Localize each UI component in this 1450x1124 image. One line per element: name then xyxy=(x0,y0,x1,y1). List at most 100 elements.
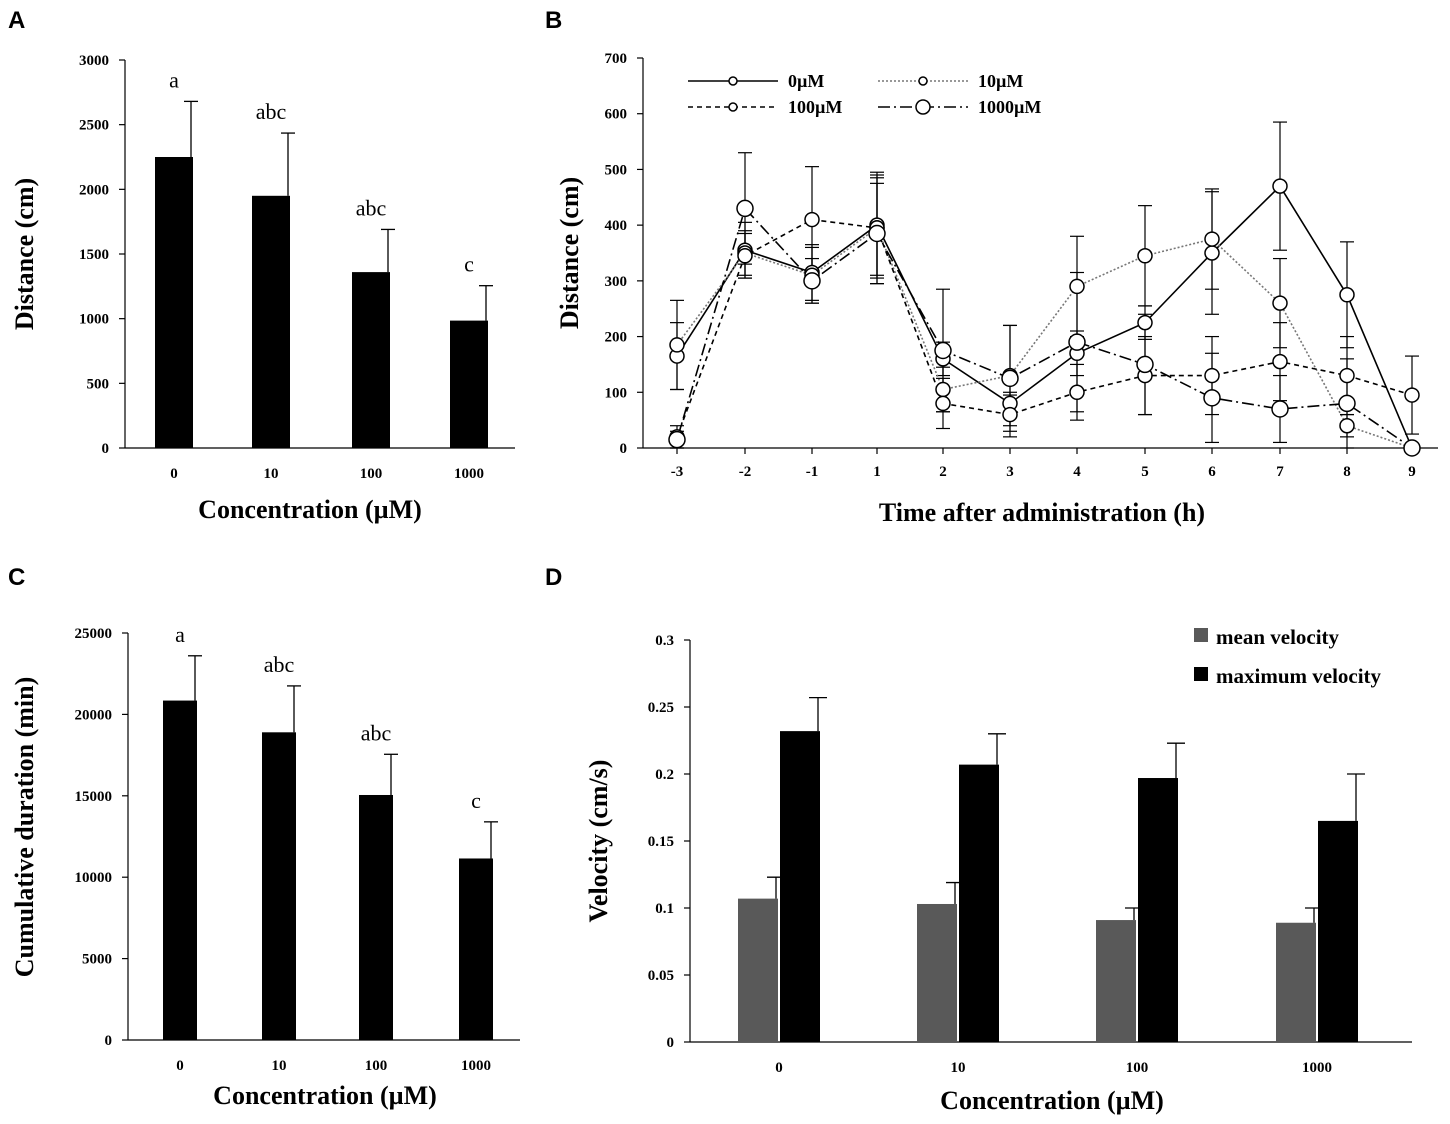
c-y-tick-label-3: 15000 xyxy=(75,789,113,805)
b-point-0um-6 xyxy=(1204,245,1220,261)
b-point-100um-4 xyxy=(1069,384,1085,401)
a-y-tick-label-0: 0 xyxy=(102,441,110,457)
a-sig-label-100: abc xyxy=(356,195,387,220)
legend-1000um-marker xyxy=(915,99,931,115)
d-bar-max-100 xyxy=(1138,778,1178,1042)
b-x-tick-label-9: 7 xyxy=(1276,464,1284,480)
legend-0um-label: 0µM xyxy=(788,71,824,91)
c-sig-label-10: abc xyxy=(264,652,295,677)
a-x-tick-label-10: 10 xyxy=(264,466,279,482)
panel-letter-a: A xyxy=(8,7,25,34)
d-y-axis-title: Velocity (cm/s) xyxy=(584,760,613,923)
b-point-100um-3 xyxy=(1002,406,1018,423)
b-point-100um--1 xyxy=(804,211,820,228)
c-x-tick-label-1000: 1000 xyxy=(461,1058,491,1074)
b-legend: 0µM 10µM 100µM 1000µM xyxy=(688,71,1041,117)
b-point-1000um-2 xyxy=(934,341,952,360)
c-y-tick-label-4: 20000 xyxy=(75,707,113,723)
legend-100um-marker xyxy=(728,102,738,112)
a-bar-1000 xyxy=(450,320,488,448)
c-bar-0 xyxy=(163,700,197,1040)
chart-d-velocity: Velocity (cm/s) Concentration (µM) mean … xyxy=(584,625,1412,1115)
legend-10um-label: 10µM xyxy=(978,71,1023,91)
b-point-1000um-8 xyxy=(1338,394,1356,413)
b-point-100um-8 xyxy=(1339,367,1355,384)
panel-letter-c: C xyxy=(8,564,25,591)
b-point-10um-8 xyxy=(1339,417,1355,434)
b-point-10um-6 xyxy=(1204,231,1220,247)
b-x-tick-label-10: 8 xyxy=(1343,464,1351,480)
a-bar-100 xyxy=(352,272,390,448)
b-series-line-100um xyxy=(676,218,1413,438)
b-point-1000um-1 xyxy=(868,224,886,243)
b-point-10um-5 xyxy=(1137,248,1153,264)
b-point-10um-2 xyxy=(935,381,951,398)
d-y-tick-label-3: 0.15 xyxy=(648,834,674,850)
d-bar-max-10 xyxy=(959,764,999,1042)
a-y-tick-label-6: 3000 xyxy=(79,53,109,69)
b-point-1000um-4 xyxy=(1068,333,1086,351)
a-y-tick-label-5: 2500 xyxy=(79,118,109,134)
legend-10um-marker xyxy=(918,76,928,86)
b-point-100um-7 xyxy=(1272,353,1288,370)
b-x-tick-label-0: -3 xyxy=(671,464,684,480)
a-y-tick-label-3: 1500 xyxy=(79,247,109,263)
b-x-tick-label-8: 6 xyxy=(1208,464,1216,480)
chart-b-time-course: Distance (cm) Time after administration … xyxy=(555,51,1438,527)
b-point-10um-7 xyxy=(1272,295,1288,311)
legend-mean-velocity-label: mean velocity xyxy=(1216,625,1340,649)
c-x-tick-label-10: 10 xyxy=(272,1058,287,1074)
d-x-tick-label-10: 10 xyxy=(951,1060,966,1076)
d-x-tick-label-1000: 1000 xyxy=(1302,1060,1332,1076)
c-x-tick-label-100: 100 xyxy=(365,1058,388,1074)
b-x-tick-label-11: 9 xyxy=(1408,464,1416,480)
c-x-axis-title: Concentration (µM) xyxy=(213,1081,437,1110)
d-x-tick-label-0: 0 xyxy=(775,1060,783,1076)
chart-c-duration: Cumulative duration (min) Concentration … xyxy=(10,622,520,1110)
c-y-tick-label-1: 5000 xyxy=(82,952,112,968)
a-y-tick-label-2: 1000 xyxy=(79,312,109,328)
b-point-100um--2 xyxy=(737,248,753,264)
legend-maximum-velocity-label: maximum velocity xyxy=(1216,664,1382,688)
b-point-1000um--1 xyxy=(803,272,821,290)
b-series-line-10um xyxy=(676,226,1413,449)
a-bar-0 xyxy=(155,157,193,448)
panel-letter-b: B xyxy=(545,7,562,34)
a-y-axis-title: Distance (cm) xyxy=(10,178,39,330)
a-y-tick-label-4: 2000 xyxy=(79,182,109,198)
c-sig-label-0: a xyxy=(175,622,185,647)
b-x-tick-label-5: 3 xyxy=(1006,464,1014,480)
c-bar-100 xyxy=(359,794,393,1040)
d-bar-max-0 xyxy=(780,731,820,1042)
b-point-1000um--2 xyxy=(736,199,754,218)
c-y-tick-label-5: 25000 xyxy=(75,626,113,642)
b-series-line-0um xyxy=(676,184,1413,449)
a-sig-label-0: a xyxy=(169,67,179,92)
b-y-tick-label-7: 700 xyxy=(605,51,628,67)
b-x-axis-title: Time after administration (h) xyxy=(879,498,1205,527)
c-bar-10 xyxy=(262,732,296,1040)
b-x-tick-label-1: -2 xyxy=(739,464,752,480)
legend-maximum-velocity-swatch xyxy=(1194,667,1208,681)
d-y-tick-label-5: 0.25 xyxy=(648,700,674,716)
a-y-tick-label-1: 500 xyxy=(87,376,110,392)
d-x-axis-title: Concentration (µM) xyxy=(940,1086,1164,1115)
b-point-1000um-6 xyxy=(1203,389,1221,407)
b-x-tick-label-2: -1 xyxy=(806,464,819,480)
d-y-tick-label-1: 0.05 xyxy=(648,968,674,984)
b-y-tick-label-5: 500 xyxy=(605,162,628,178)
b-point-0um-7 xyxy=(1272,178,1288,194)
d-bar-max-1000 xyxy=(1318,820,1358,1042)
b-point-1000um-3 xyxy=(1001,369,1019,388)
d-y-tick-label-0: 0 xyxy=(667,1035,675,1051)
legend-100um-label: 100µM xyxy=(788,97,842,117)
b-point-100um-6 xyxy=(1204,367,1220,384)
b-y-tick-label-1: 100 xyxy=(605,385,628,401)
b-point-100um-9 xyxy=(1404,387,1420,403)
b-series-line-1000um xyxy=(676,206,1413,449)
b-y-tick-label-4: 400 xyxy=(605,218,628,234)
b-y-tick-label-2: 200 xyxy=(605,330,628,346)
c-y-tick-label-2: 10000 xyxy=(75,870,113,886)
d-bar-mean-0 xyxy=(738,898,778,1042)
